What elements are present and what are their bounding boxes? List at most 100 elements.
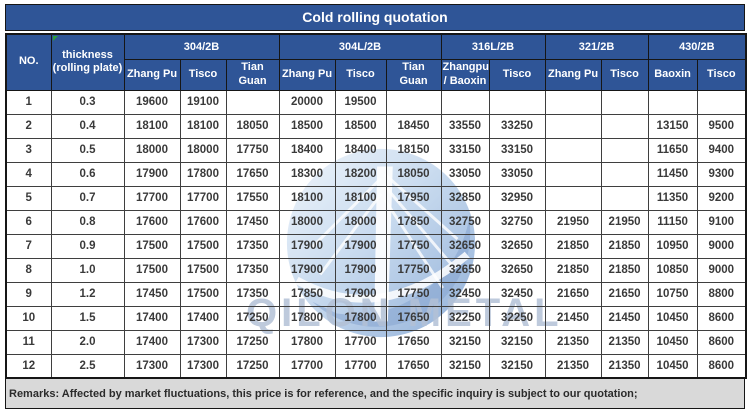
row-number-cell: 2 [5,113,52,139]
price-cell: 32150 [440,329,490,355]
price-cell: 21950 [544,209,602,235]
price-cell [600,161,649,187]
price-cell: 17250 [225,305,280,331]
price-cell: 17400 [123,329,181,355]
price-cell: 11650 [647,137,698,163]
row-number-cell: 4 [5,161,52,187]
supplier-header: Tisco [334,58,387,91]
price-cell: 17600 [179,209,227,235]
thickness-cell: 1.5 [50,305,125,331]
supplier-header: Tian Guan [225,58,280,91]
price-cell: 33150 [488,137,546,163]
table-row: 6 0.8 17600 17600 17450 18000 18000 17850 32750 3… [5,209,747,235]
supplier-header: Tian Guan [385,58,442,91]
supplier-header: Tisco [600,58,649,91]
price-cell: 17250 [225,353,280,379]
price-cell: 21450 [544,305,602,331]
price-cell: 18500 [334,113,387,139]
price-cell: 17850 [278,281,336,307]
table-row: 4 0.6 17900 17800 17650 18300 18200 18050 33050 3… [5,161,747,187]
price-cell: 18000 [334,209,387,235]
price-cell: 17700 [179,185,227,211]
row-number-cell: 7 [5,233,52,259]
thickness-cell: 0.3 [50,89,125,115]
price-cell: 17750 [385,233,442,259]
price-cell: 17650 [225,161,280,187]
table-row: 11 2.0 17400 17300 17250 17800 17700 17650 32150… [5,329,747,355]
thickness-cell: 0.8 [50,209,125,235]
price-cell: 21350 [544,353,602,379]
price-cell: 18000 [179,137,227,163]
price-cell: 9400 [696,137,747,163]
table-head: NO. thickness (rolling plate) 304/2B 304L/2… [5,33,747,91]
price-cell [696,89,747,115]
price-cell: 17300 [123,353,181,379]
price-cell: 18100 [334,185,387,211]
thickness-cell: 2.0 [50,329,125,355]
price-cell: 18050 [385,161,442,187]
price-cell: 21850 [600,257,649,283]
price-cell: 17600 [123,209,181,235]
price-cell: 32750 [440,209,490,235]
price-cell: 32150 [488,353,546,379]
price-cell [225,89,280,115]
row-number-cell: 3 [5,137,52,163]
price-cell: 18050 [225,113,280,139]
price-cell: 11450 [647,161,698,187]
row-number-cell: 5 [5,185,52,211]
price-cell: 32650 [488,257,546,283]
price-cell: 21350 [600,329,649,355]
price-cell: 19100 [179,89,227,115]
price-cell: 33550 [440,113,490,139]
price-cell: 17350 [225,281,280,307]
table-body: 1 0.3 19600 19100 20000 19500 2 0.4 18100 18100 18… [5,89,747,379]
price-cell: 17850 [385,209,442,235]
price-cell: 18100 [179,113,227,139]
price-cell: 17350 [225,257,280,283]
price-cell: 17650 [385,329,442,355]
price-cell: 17400 [123,305,181,331]
grade-header: 316L/2B [440,33,546,60]
price-cell [544,161,602,187]
table-row: 3 0.5 18000 18000 17750 18400 18400 18150 33150 3… [5,137,747,163]
price-cell: 10450 [647,329,698,355]
price-cell: 17650 [385,305,442,331]
price-cell: 32850 [440,185,490,211]
price-cell: 18400 [334,137,387,163]
price-cell: 17450 [225,209,280,235]
price-cell: 17350 [225,233,280,259]
price-cell: 8600 [696,329,747,355]
table-row: 10 1.5 17400 17400 17250 17800 17800 17650 32250… [5,305,747,331]
remarks-text: Remarks: Affected by market fluctuations… [5,379,745,409]
price-cell: 33050 [488,161,546,187]
price-cell: 18100 [278,185,336,211]
price-cell: 10850 [647,257,698,283]
price-cell: 18200 [334,161,387,187]
row-number-cell: 8 [5,257,52,283]
grade-header: 430/2B [647,33,747,60]
price-cell: 19500 [334,89,387,115]
price-cell: 8600 [696,353,747,379]
price-cell: 17650 [385,353,442,379]
price-cell: 8600 [696,305,747,331]
price-cell: 21350 [544,329,602,355]
price-cell: 17750 [385,281,442,307]
price-cell: 21850 [600,233,649,259]
price-cell: 18000 [123,137,181,163]
price-cell [647,89,698,115]
quotation-table: NO. thickness (rolling plate) 304/2B 304L/2… [5,33,748,379]
price-cell: 32750 [488,209,546,235]
thickness-cell: 1.2 [50,281,125,307]
price-cell: 32650 [488,233,546,259]
price-cell: 18300 [278,161,336,187]
thickness-cell: 0.7 [50,185,125,211]
price-cell: 17500 [179,281,227,307]
price-cell: 17450 [123,281,181,307]
table-row: 12 2.5 17300 17300 17250 17700 17700 17650 32150… [5,353,747,379]
supplier-header: Zhangpu / Baoxin [440,58,490,91]
price-cell: 10950 [647,233,698,259]
price-cell: 17500 [179,257,227,283]
price-cell [385,89,442,115]
price-cell: 9300 [696,161,747,187]
price-cell: 21350 [600,353,649,379]
